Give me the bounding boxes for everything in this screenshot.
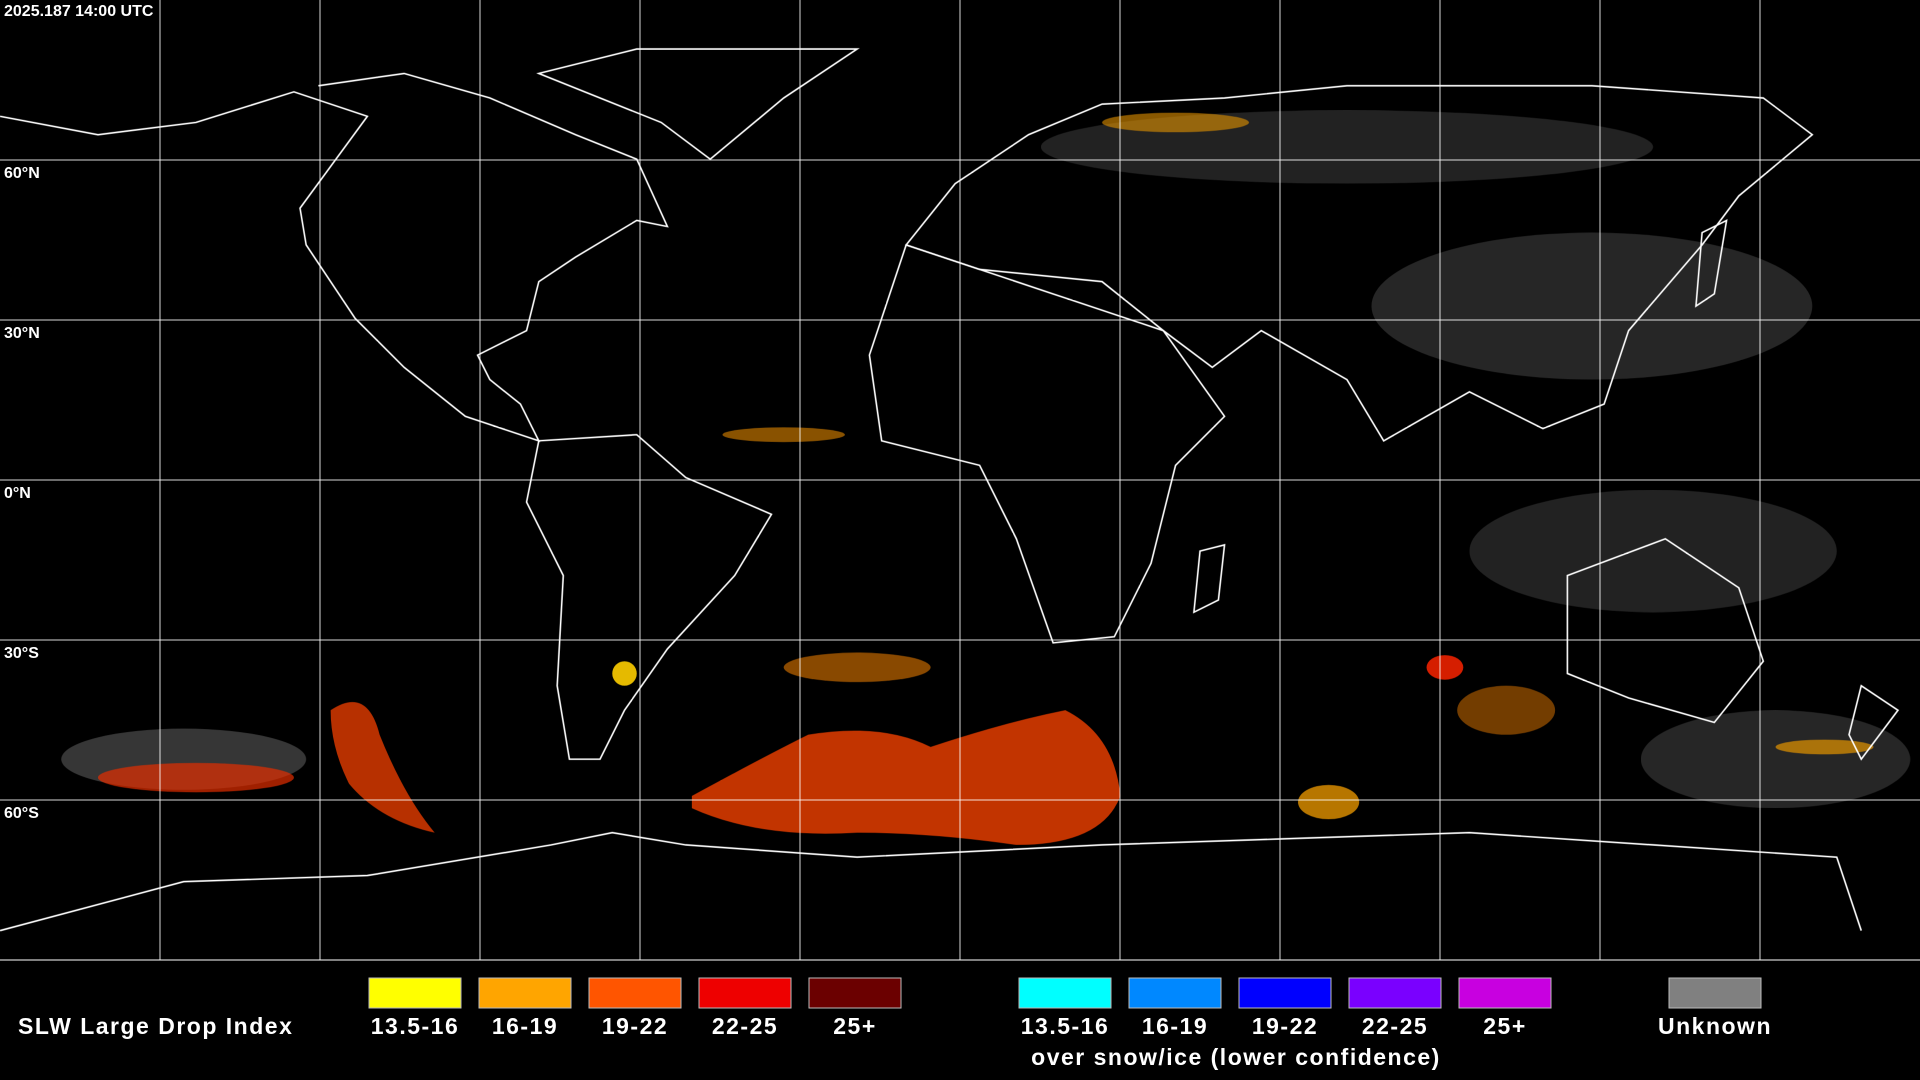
drop-area bbox=[97, 762, 294, 793]
unknown-area bbox=[1640, 710, 1911, 809]
legend-swatch bbox=[808, 977, 902, 1009]
drop-area bbox=[783, 652, 931, 683]
latitude-label: 60°S bbox=[4, 805, 39, 822]
legend-title: SLW Large Drop Index bbox=[18, 1013, 293, 1039]
coastlines bbox=[0, 48, 1900, 932]
coastline bbox=[525, 433, 773, 760]
drop-area bbox=[722, 427, 845, 443]
legend-label: 25+ bbox=[1483, 1013, 1527, 1039]
legend-swatch bbox=[1238, 977, 1332, 1009]
drop-area bbox=[1102, 112, 1249, 133]
coastline bbox=[904, 84, 1814, 442]
graticule bbox=[0, 0, 1920, 960]
unknown-area bbox=[1371, 232, 1813, 380]
unknown-area bbox=[1469, 489, 1837, 613]
legend-label: 25+ bbox=[833, 1013, 877, 1039]
legend-label: 16-19 bbox=[492, 1013, 558, 1039]
legend-swatch bbox=[478, 977, 572, 1009]
latitude-label: 60°N bbox=[4, 165, 40, 182]
legend-label: 19-22 bbox=[602, 1013, 668, 1039]
legend-label: 19-22 bbox=[1252, 1013, 1318, 1039]
legend-label: Unknown bbox=[1658, 1013, 1772, 1039]
drop-area bbox=[1426, 655, 1464, 680]
coastline bbox=[1566, 537, 1765, 724]
legend-caption: over snow/ice (lower confidence) bbox=[1031, 1044, 1441, 1070]
legend-swatch bbox=[1668, 977, 1762, 1009]
legend-swatch bbox=[1348, 977, 1442, 1009]
drop-area bbox=[1297, 784, 1360, 820]
latitude-label: 30°N bbox=[4, 325, 40, 342]
coastline bbox=[1848, 684, 1900, 761]
legend-label: 22-25 bbox=[1362, 1013, 1428, 1039]
legend-label: 16-19 bbox=[1142, 1013, 1208, 1039]
legend-swatch bbox=[588, 977, 682, 1009]
legend-label: 13.5-16 bbox=[1021, 1013, 1110, 1039]
coastline bbox=[1192, 543, 1226, 614]
legend-label: 13.5-16 bbox=[371, 1013, 460, 1039]
legend-swatch bbox=[698, 977, 792, 1009]
legend-label: 22-25 bbox=[712, 1013, 778, 1039]
latitude-label: 0°N bbox=[4, 485, 31, 502]
drop-area bbox=[691, 710, 1121, 845]
latitude-label: 30°S bbox=[4, 645, 39, 662]
coastline bbox=[536, 48, 860, 161]
timestamp: 2025.187 14:00 UTC bbox=[4, 3, 154, 20]
drop-area bbox=[612, 661, 637, 686]
coastline bbox=[0, 831, 1862, 932]
legend-swatch bbox=[1458, 977, 1552, 1009]
coastline bbox=[0, 72, 669, 443]
drop-area bbox=[1457, 685, 1556, 735]
drop-area bbox=[1775, 739, 1874, 755]
legend-swatch bbox=[1128, 977, 1222, 1009]
legend-swatch bbox=[1018, 977, 1112, 1009]
legend-swatch bbox=[368, 977, 462, 1009]
coastline bbox=[1695, 218, 1728, 308]
